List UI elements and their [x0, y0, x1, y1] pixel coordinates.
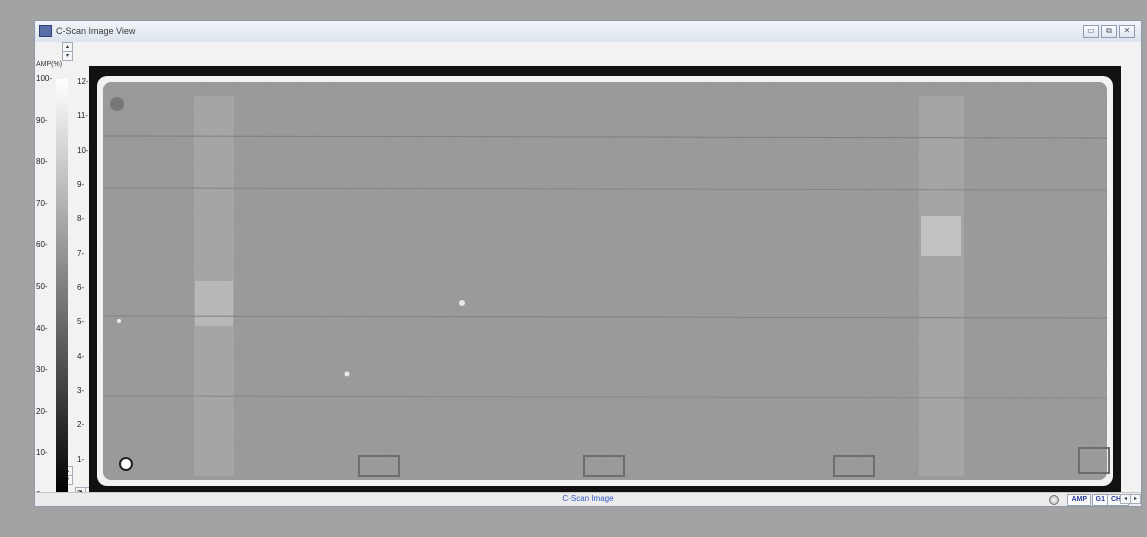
y-axis-tick: 12-: [77, 77, 89, 86]
view-label: C-Scan Image: [562, 494, 614, 503]
restore-button[interactable]: ⧉: [1101, 25, 1117, 38]
minimize-button[interactable]: ▭: [1083, 25, 1099, 38]
bottom-status-bar: C-Scan Image AMP G1 CH1 ◂ ▸: [35, 492, 1141, 506]
colorbar-tick: 70-: [36, 198, 48, 208]
title-bar[interactable]: C-Scan Image View ▭ ⧉ ✕: [35, 21, 1141, 43]
cscan-window: C-Scan Image View ▭ ⧉ ✕ ▴ ▾ ▴ ▾ ◂ ▸ AMP(…: [34, 20, 1142, 507]
colorbar-tick: 50-: [36, 282, 48, 291]
tab-g1[interactable]: G1: [1091, 494, 1109, 506]
status-indicator-icon: [1049, 495, 1059, 505]
cscan-image[interactable]: [89, 66, 1121, 494]
content-area: ▴ ▾ ▴ ▾ ◂ ▸ AMP(%) 100-90-80-70-60-50-40…: [35, 42, 1141, 506]
scroll-down-button[interactable]: ▾: [62, 51, 73, 61]
cscan-image-graphic: [89, 66, 1121, 494]
colorbar-tick: 10-: [36, 448, 48, 458]
colorbar-tick: 30-: [36, 365, 48, 375]
colorbar-unit-label: AMP(%): [36, 61, 63, 68]
colorbar-tick: 60-: [36, 240, 48, 250]
y-axis-tick: 7-: [77, 248, 85, 258]
colorbar-tick: 40-: [36, 323, 48, 333]
y-axis-tick: 3-: [77, 386, 85, 395]
colorbar-tick: 80-: [36, 157, 48, 167]
y-axis-tick: 4-: [77, 351, 85, 361]
y-axis-tick: 9-: [77, 180, 85, 189]
app-icon: [39, 25, 52, 37]
y-axis-tick: 6-: [77, 283, 85, 292]
colorbar-tick: 20-: [36, 406, 48, 416]
close-button[interactable]: ✕: [1119, 25, 1135, 38]
y-axis-tick: 8-: [77, 214, 85, 224]
y-axis-tick: 2-: [77, 420, 85, 430]
amplitude-colorbar: [56, 79, 68, 495]
y-axis-tick: 5-: [77, 317, 85, 327]
colorbar-tick: 90-: [36, 115, 48, 125]
window-title: C-Scan Image View: [56, 26, 136, 36]
y-axis-tick: 11-: [77, 111, 88, 121]
window-controls: ▭ ⧉ ✕: [1083, 25, 1135, 38]
y-axis-tick: 1-: [77, 454, 85, 464]
tab-scroll-right-button[interactable]: ▸: [1130, 494, 1141, 504]
colorbar-tick: 100-: [36, 74, 53, 83]
tab-amp[interactable]: AMP: [1067, 494, 1091, 506]
y-axis-tick: 10-: [77, 145, 89, 155]
